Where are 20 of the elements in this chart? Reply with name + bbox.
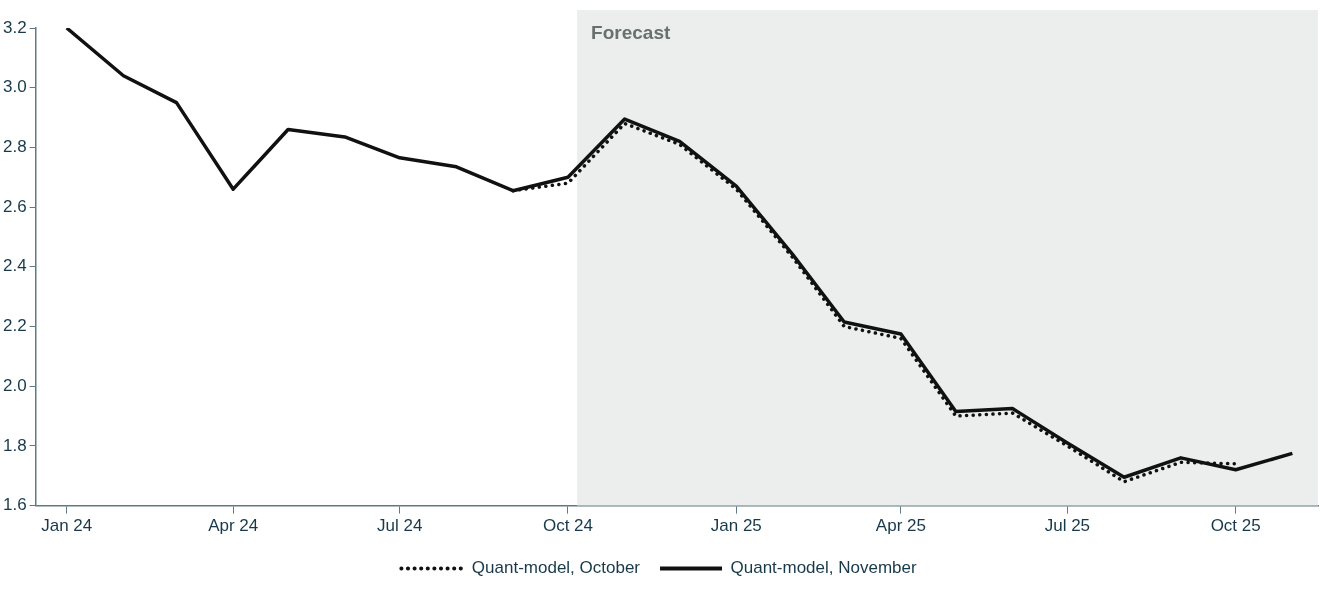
y-tick-label: 2.4 [2,256,27,276]
y-tick-label: 1.6 [2,495,27,515]
y-tick-label: 2.2 [2,316,27,336]
x-tick-label: Oct 25 [1210,516,1261,536]
y-tick-label: 1.8 [2,435,27,455]
y-tick-label: 2.6 [2,196,27,216]
y-tick-label: 2.8 [2,137,27,157]
x-tick-label: Jul 25 [1044,516,1091,536]
x-tick-label: Oct 24 [542,516,594,536]
y-tick-label: 3.2 [2,17,27,37]
x-tick-label: Apr 25 [875,516,926,536]
y-tick-label: 2.0 [2,375,27,395]
band-label: Forecast [591,21,671,43]
legend-label: Quant-model, November [730,558,917,578]
x-tick-label: Jul 24 [376,516,423,536]
x-tick-label: Jan 25 [710,516,762,536]
legend-label: Quant-model, October [471,558,641,578]
x-tick-label: Apr 24 [208,516,259,536]
x-tick-label: Jan 24 [41,516,93,536]
y-tick-label: 3.0 [2,77,27,97]
